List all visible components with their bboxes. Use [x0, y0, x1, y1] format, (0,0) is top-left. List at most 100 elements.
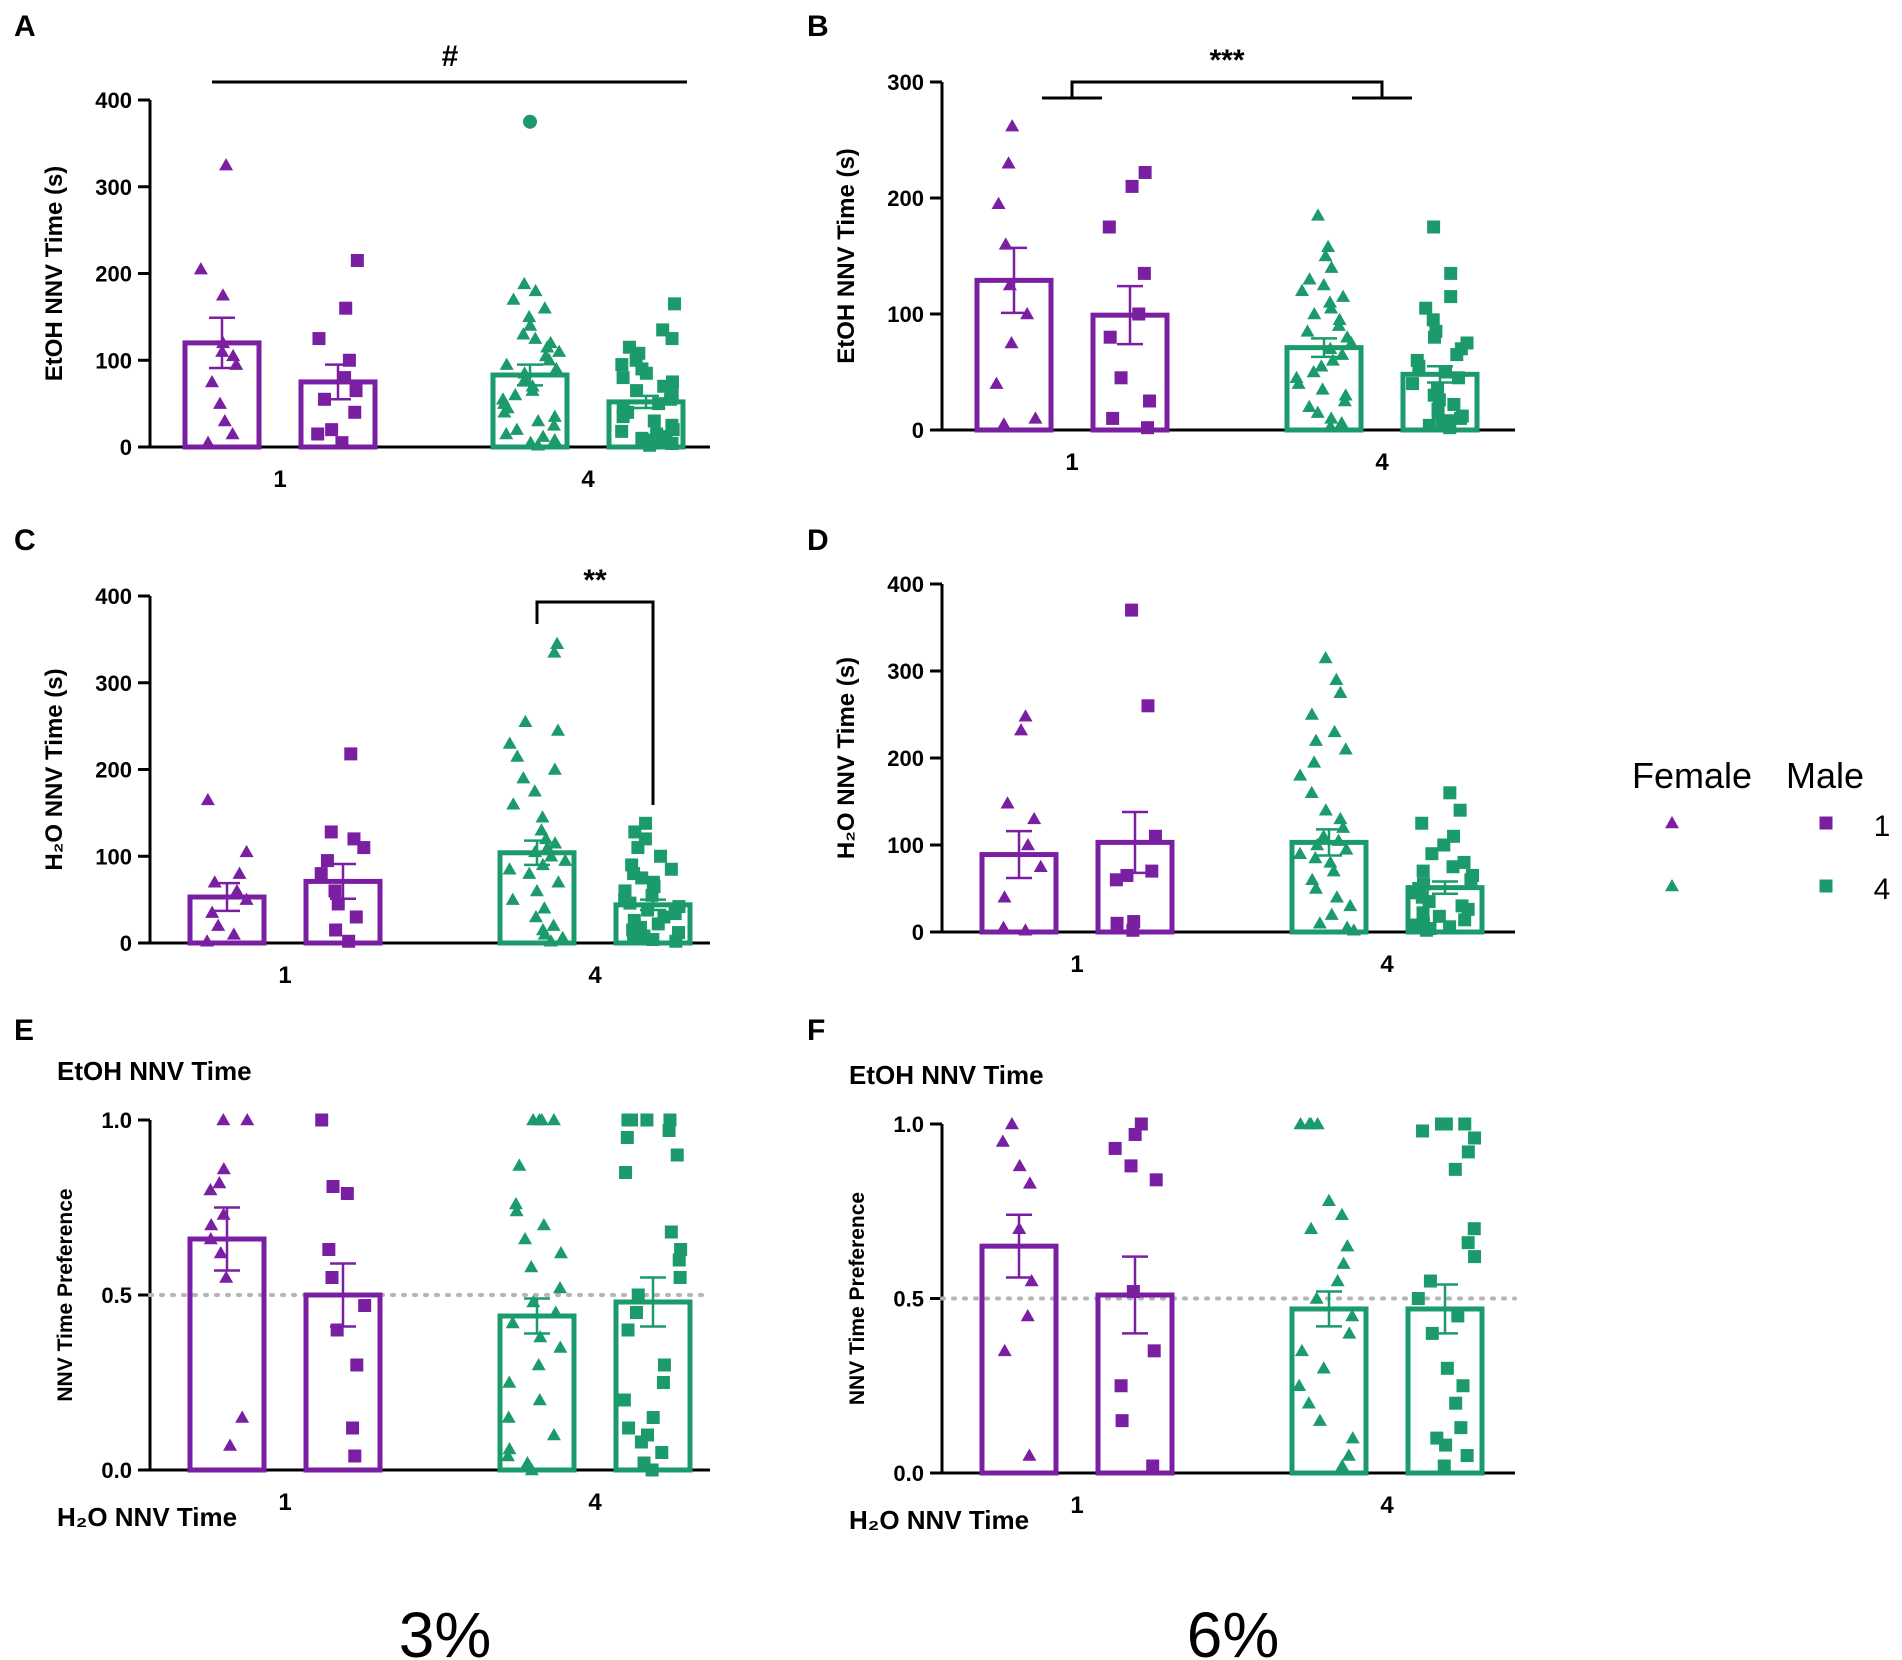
data-point [547, 433, 562, 446]
data-point [1033, 859, 1048, 872]
data-point [1295, 283, 1310, 297]
data-point [239, 844, 254, 858]
category-label: 4 [1380, 951, 1394, 978]
data-point [1416, 864, 1430, 878]
data-point [326, 1180, 340, 1193]
data-point [532, 1393, 547, 1406]
data-point [650, 427, 664, 441]
data-point [664, 1225, 678, 1239]
top-label: EtOH NNV Time [57, 1056, 252, 1086]
data-point [1293, 1117, 1308, 1130]
data-point [543, 335, 558, 349]
bracket [535, 600, 655, 805]
data-point [500, 1449, 515, 1462]
y-tick-label: 0.0 [101, 1458, 132, 1483]
y-tick-label: 0 [120, 931, 132, 956]
data-point [1416, 1124, 1430, 1138]
data-point [1429, 324, 1443, 338]
y-tick-label: 100 [95, 844, 132, 869]
data-point [1444, 290, 1458, 304]
y-tick-label: 200 [95, 758, 132, 783]
group-4-male [613, 1113, 693, 1477]
data-point [646, 875, 660, 889]
data-point [534, 1113, 549, 1126]
group-4-male [1405, 786, 1485, 937]
data-point [1340, 330, 1355, 343]
panel-e: E 0.0 0.5 1.0 NNV Time Preference 1 4 EtOH NNV … [14, 1014, 712, 1532]
data-point [652, 397, 666, 411]
data-point [1120, 868, 1134, 882]
data-point [1417, 877, 1431, 891]
y-tick-label: 0 [120, 435, 132, 460]
data-point [1333, 811, 1348, 825]
data-point [641, 1428, 655, 1442]
data-point [1439, 1117, 1453, 1131]
data-point [212, 1176, 227, 1189]
data-point [505, 1316, 520, 1329]
data-point [1302, 399, 1317, 413]
data-point [1000, 796, 1015, 809]
data-point [1304, 785, 1319, 799]
data-point [622, 1421, 636, 1435]
data-point [1022, 1448, 1037, 1461]
y-tick-label: 300 [95, 671, 132, 696]
panel-f: F 0.0 0.5 1.0 NNV Time Preference 1 4 EtOH NNV … [807, 1014, 1517, 1535]
data-point [1103, 330, 1117, 344]
data-point [1125, 179, 1139, 193]
data-point [1456, 1379, 1470, 1393]
group-1-male [1095, 1117, 1175, 1476]
legend: Female Male 1 4 [1632, 755, 1890, 906]
data-point [1341, 1448, 1356, 1461]
data-point [349, 910, 363, 924]
y-tick-label: 0.0 [893, 1461, 924, 1486]
data-point [555, 930, 570, 944]
data-point [232, 866, 247, 879]
data-point [670, 1148, 684, 1162]
data-point [1316, 829, 1331, 842]
y-tick-label: 0.5 [101, 1283, 132, 1308]
data-point [674, 1243, 688, 1256]
data-point [528, 909, 543, 923]
data-point [657, 1358, 671, 1372]
data-point [339, 301, 353, 315]
data-point [1138, 165, 1152, 179]
data-point [665, 375, 679, 389]
significance-label: # [442, 40, 459, 73]
data-point [553, 1340, 568, 1353]
category-label: 4 [588, 1489, 602, 1516]
panel-letter: C [14, 524, 36, 557]
data-point [1002, 278, 1017, 291]
data-point [544, 849, 559, 862]
bracket [1070, 80, 1384, 98]
data-point [1318, 650, 1333, 664]
data-point [193, 262, 208, 275]
data-point [512, 1158, 527, 1171]
data-point [349, 384, 363, 398]
data-point [1127, 915, 1141, 929]
data-point [663, 1113, 677, 1127]
data-point [1343, 898, 1358, 912]
data-point [527, 784, 542, 797]
data-point [1329, 672, 1344, 685]
category-label: 4 [588, 962, 602, 989]
data-point [318, 392, 332, 406]
data-point [314, 867, 328, 881]
y-axis-title: H₂O NNV Time (s) [41, 668, 68, 870]
data-point [1334, 416, 1349, 429]
y-tick-label: 400 [95, 584, 132, 609]
data-point [331, 897, 345, 911]
data-point [640, 1113, 654, 1127]
data-point [1331, 833, 1346, 846]
data-point [1114, 1379, 1128, 1393]
panel-b: B 0 100 200 300 EtOH NNV Time (s) 1 4 *** [807, 10, 1515, 476]
data-point [516, 771, 531, 784]
data-point [502, 736, 517, 749]
category-label: 1 [1065, 449, 1078, 476]
data-point [1114, 371, 1128, 385]
category-label: 1 [273, 466, 286, 493]
data-point [638, 832, 652, 846]
data-point [229, 883, 244, 897]
legend-label: 1 [1874, 810, 1891, 843]
data-point [1147, 1344, 1161, 1358]
